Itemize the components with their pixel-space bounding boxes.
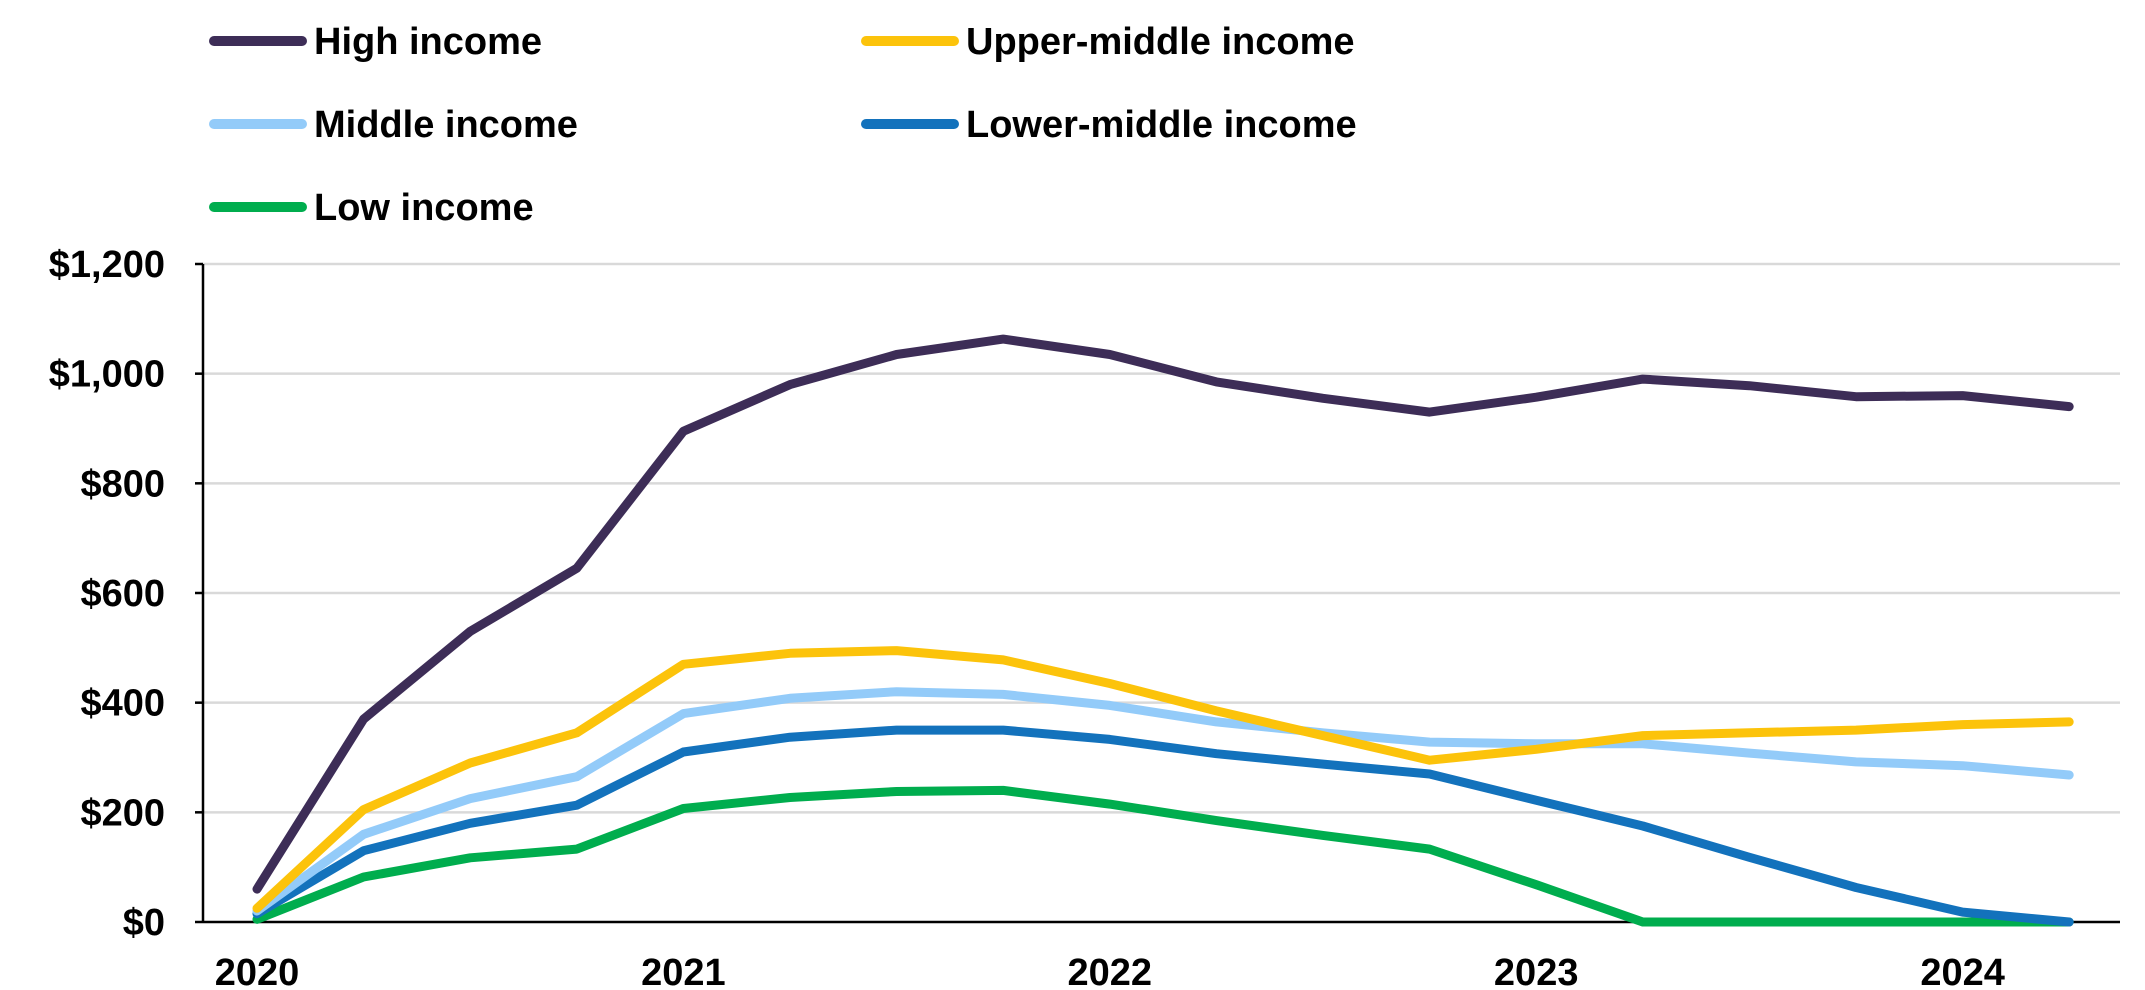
legend-item-high-income: High income bbox=[209, 21, 542, 63]
legend-item-low-income: Low income bbox=[209, 187, 534, 229]
y-tick-label: $400 bbox=[80, 683, 165, 725]
y-axis-ticks: $0 $200 $400 $600 $800 $1,000 $1,200 bbox=[49, 244, 203, 944]
y-tick-label: $0 bbox=[123, 902, 165, 944]
x-tick-label: 2022 bbox=[1068, 952, 1153, 990]
legend-label: Upper-middle income bbox=[966, 21, 1355, 63]
y-tick-label: $800 bbox=[80, 463, 165, 505]
x-tick-label: 2024 bbox=[1920, 952, 2005, 990]
legend-label: Lower-middle income bbox=[966, 104, 1357, 146]
legend-item-lower-middle-income: Lower-middle income bbox=[861, 104, 1357, 146]
legend-label: Middle income bbox=[314, 104, 578, 146]
legend-label: High income bbox=[314, 21, 542, 63]
x-tick-label: 2023 bbox=[1494, 952, 1579, 990]
legend-item-upper-middle-income: Upper-middle income bbox=[861, 21, 1355, 63]
y-tick-label: $1,000 bbox=[49, 354, 165, 396]
series-line-lower-middle-income bbox=[252, 725, 2074, 927]
x-tick-label: 2020 bbox=[215, 952, 300, 990]
legend-label: Low income bbox=[314, 187, 534, 229]
series-lines bbox=[252, 334, 2074, 927]
legend: High income Upper-middle income Middle inc… bbox=[209, 21, 1357, 229]
series-line-upper-middle-income bbox=[252, 646, 2074, 913]
y-tick-label: $600 bbox=[80, 573, 165, 615]
series-line-high-income bbox=[252, 334, 2074, 894]
y-tick-label: $1,200 bbox=[49, 244, 165, 286]
series-line-middle-income bbox=[252, 687, 2074, 916]
x-tick-label: 2021 bbox=[641, 952, 726, 990]
x-axis-ticks: 2020 2021 2022 2023 2024 bbox=[215, 952, 2005, 990]
legend-item-middle-income: Middle income bbox=[209, 104, 578, 146]
series-line-low-income bbox=[252, 785, 2074, 927]
y-tick-label: $200 bbox=[80, 792, 165, 834]
